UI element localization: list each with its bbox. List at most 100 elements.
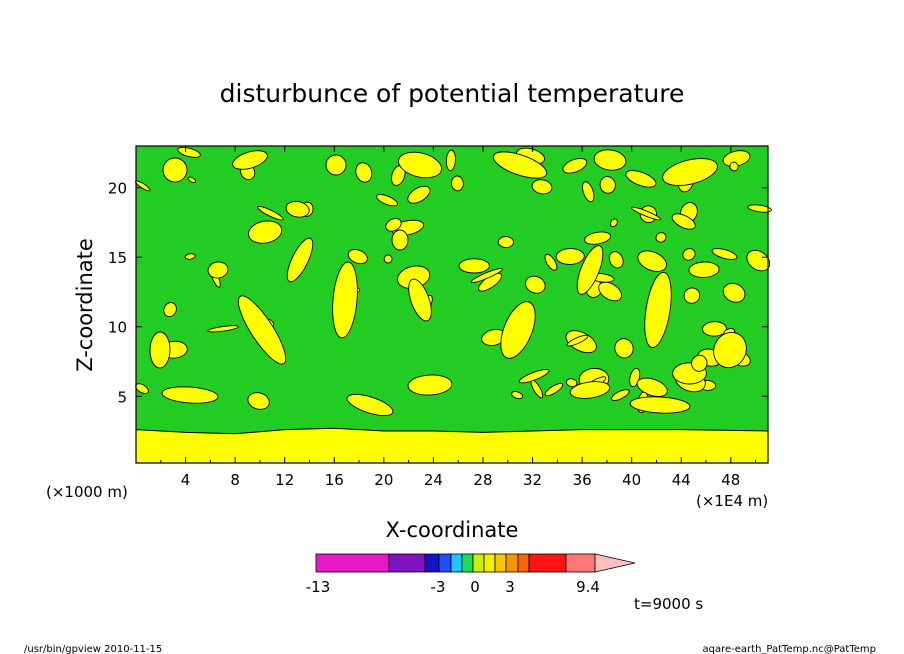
- y-tick-label: 15: [108, 249, 127, 267]
- anomaly-blob: [701, 321, 727, 337]
- y-tick-label: 5: [117, 388, 127, 406]
- anomaly-blob: [524, 275, 546, 294]
- background-field: [136, 146, 768, 463]
- anomaly-blob: [346, 393, 394, 417]
- x-tick-label: 4: [181, 471, 191, 489]
- anomaly-blob: [713, 331, 747, 369]
- anomaly-blob: [500, 301, 536, 359]
- anomaly-blob: [161, 386, 219, 404]
- x-tick-label: 24: [424, 471, 443, 489]
- anomaly-blob: [162, 157, 188, 183]
- colorbar-tick-label: -13: [306, 578, 331, 596]
- anomaly-blob: [207, 325, 239, 333]
- colorbar-tick-label: 9.4: [576, 578, 600, 596]
- x-tick-label: 20: [374, 471, 393, 489]
- anomaly-blob: [470, 267, 503, 284]
- positive-anomaly-regions: [135, 146, 772, 417]
- anomaly-blob: [593, 149, 627, 171]
- x-unit-left: (×1000 m): [46, 483, 128, 501]
- x-tick-label: 36: [573, 471, 592, 489]
- colorbar-segment: [517, 553, 530, 573]
- colorbar-segment: [315, 553, 390, 573]
- anomaly-blob: [383, 254, 393, 264]
- anomaly-blob: [565, 378, 578, 388]
- colorbar-segment: [461, 553, 474, 573]
- anomaly-blob: [445, 149, 456, 172]
- y-axis: 5 10 15 20: [108, 180, 768, 406]
- anomaly-blob: [598, 281, 622, 302]
- anomaly-blob: [332, 261, 358, 339]
- anomaly-blob: [391, 229, 409, 251]
- anomaly-blob: [566, 334, 589, 347]
- y-tick-label: 10: [108, 319, 127, 337]
- surface-warm-layer: [135, 427, 769, 464]
- anomaly-blob: [408, 278, 432, 322]
- colorbar: [315, 553, 636, 573]
- anomaly-blob: [747, 204, 772, 213]
- anomaly-blob: [722, 282, 746, 303]
- anomaly-blob: [497, 236, 514, 249]
- x-tick-label: 28: [473, 471, 492, 489]
- anomaly-blob: [682, 248, 696, 261]
- anomaly-blob: [610, 389, 630, 401]
- anomaly-blob: [555, 248, 585, 265]
- anomaly-blob: [599, 176, 616, 194]
- x-tick-label: 8: [230, 471, 240, 489]
- anomaly-blob: [629, 396, 691, 414]
- x-tick-label: 12: [275, 471, 294, 489]
- anomaly-blob: [511, 391, 523, 400]
- anomaly-blob: [285, 200, 310, 218]
- anomaly-blob: [544, 253, 558, 271]
- anomaly-blob: [729, 161, 739, 172]
- anomaly-blob: [451, 175, 464, 192]
- y-axis-label: Z-coordinate: [73, 238, 97, 372]
- anomaly-blob: [562, 158, 588, 174]
- anomaly-blob: [662, 158, 718, 186]
- anomaly-blob: [247, 392, 270, 410]
- chart-title: disturbunce of potential temperature: [220, 79, 685, 108]
- anomaly-blob: [376, 194, 398, 207]
- colorbar-segment: [565, 553, 596, 573]
- anomaly-blob: [177, 146, 201, 158]
- colorbar-segment: [494, 553, 507, 573]
- anomaly-blob: [347, 249, 368, 265]
- anomaly-blob: [610, 218, 618, 228]
- anomaly-blob: [608, 251, 624, 269]
- anomaly-blob: [237, 295, 287, 365]
- anomaly-blob: [569, 381, 611, 399]
- colorbar-segment: [450, 553, 463, 573]
- anomaly-blob: [637, 250, 667, 272]
- colorbar-arrow: [594, 553, 636, 573]
- anomaly-blob: [407, 185, 431, 204]
- anomaly-blob: [644, 271, 672, 349]
- anomaly-blob: [355, 162, 373, 183]
- anomaly-blob: [584, 231, 612, 245]
- x-unit-right: (×1E4 m): [696, 492, 768, 510]
- anomaly-blob: [248, 220, 283, 244]
- colorbar-tick-label: -3: [431, 578, 446, 596]
- anomaly-blob: [492, 151, 548, 179]
- anomaly-blob: [671, 213, 696, 230]
- anomaly-blob: [407, 374, 453, 396]
- plot-frame: [135, 145, 769, 464]
- anomaly-blob: [207, 261, 229, 279]
- anomaly-blob: [691, 354, 708, 372]
- anomaly-blob: [582, 181, 595, 203]
- colorbar-segment: [505, 553, 519, 573]
- anomaly-blob: [458, 258, 490, 274]
- x-tick-label: 40: [622, 471, 641, 489]
- x-tick-label: 44: [672, 471, 691, 489]
- x-axis: 4 8 12 16 20 24 28 32 36 40 44 48: [160, 146, 757, 489]
- time-label: t=9000 s: [634, 595, 703, 613]
- plot-area: [135, 145, 772, 464]
- anomaly-blob: [163, 302, 177, 318]
- colorbar-labels: -13 -3 0 3 9.4: [306, 578, 600, 596]
- colorbar-segment: [472, 553, 485, 573]
- anomaly-blob: [625, 170, 657, 188]
- anomaly-blob: [286, 237, 314, 283]
- colorbar-tick-label: 3: [505, 578, 515, 596]
- x-tick-label: 16: [325, 471, 344, 489]
- x-axis-label: X-coordinate: [386, 518, 519, 542]
- anomaly-blob: [576, 245, 604, 295]
- y-tick-label: 20: [108, 180, 127, 198]
